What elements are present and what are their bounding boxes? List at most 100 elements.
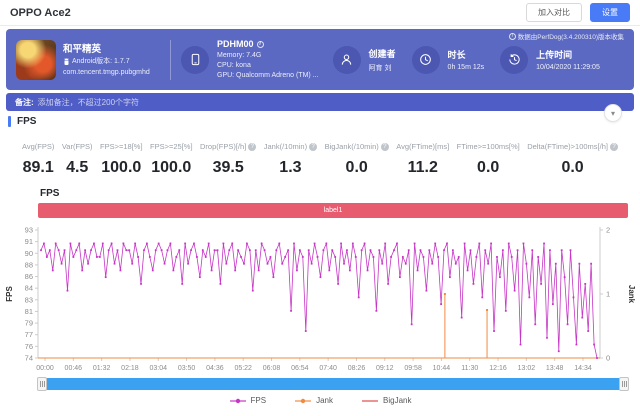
device-cpu: CPU: kona xyxy=(217,61,251,69)
svg-text:12:16: 12:16 xyxy=(489,365,507,372)
svg-text:13:02: 13:02 xyxy=(518,365,536,372)
remark-input[interactable]: 备注: 添加备注，不超过200个字符 xyxy=(6,93,634,111)
stat-info-icon[interactable]: ? xyxy=(248,142,257,151)
settings-button[interactable]: 设置 xyxy=(590,3,630,22)
stat-bigjank-10min-: BigJank(/10min)? 0.0 xyxy=(325,142,389,177)
svg-text:03:04: 03:04 xyxy=(149,365,167,372)
svg-text:0: 0 xyxy=(606,354,610,363)
device-block: PDHM00 i Memory: 7.4G CPU: kona GPU: Qua… xyxy=(181,38,319,81)
scrollbar-right-handle[interactable] xyxy=(619,377,629,391)
legend-marker-icon xyxy=(295,398,312,403)
stat-value: 0.0 xyxy=(345,159,368,176)
duration-value: 0h 15m 12s xyxy=(447,64,485,71)
game-icon xyxy=(16,39,56,80)
svg-text:06:54: 06:54 xyxy=(291,365,309,372)
svg-text:Jank: Jank xyxy=(627,285,636,304)
page-title: OPPO Ace2 xyxy=(10,6,71,19)
svg-text:09:12: 09:12 xyxy=(376,365,394,372)
svg-text:81: 81 xyxy=(25,307,33,316)
chart-scrollbar[interactable] xyxy=(37,377,629,391)
svg-text:02:18: 02:18 xyxy=(121,365,139,372)
svg-text:05:22: 05:22 xyxy=(234,365,252,372)
svg-text:04:36: 04:36 xyxy=(206,365,224,372)
stat-value: 39.5 xyxy=(212,159,244,176)
section-title: FPS xyxy=(17,116,37,127)
stat-value: 100.0 xyxy=(151,159,192,176)
stat-drop-fps-h-: Drop(FPS)[/h]? 39.5 xyxy=(200,142,257,177)
svg-text:FPS: FPS xyxy=(5,286,14,302)
stat-info-icon[interactable]: ? xyxy=(380,142,389,151)
svg-text:11:30: 11:30 xyxy=(461,365,478,372)
top-bar: OPPO Ace2 加入对比 设置 xyxy=(0,0,640,26)
remark-label: 备注: xyxy=(15,97,34,107)
history-clock-icon xyxy=(508,54,520,65)
svg-text:00:00: 00:00 xyxy=(36,365,54,372)
svg-text:08:26: 08:26 xyxy=(348,365,366,372)
svg-text:14:34: 14:34 xyxy=(574,365,592,372)
svg-text:74: 74 xyxy=(25,354,33,363)
fps-chart-plot[interactable]: 93 91 90 88 86 84 83 81 79 77 76 74 2 1 0 00:00 00:46 01:… xyxy=(0,224,640,376)
stat-info-icon[interactable]: ? xyxy=(309,142,318,151)
svg-text:84: 84 xyxy=(25,284,33,293)
compare-button[interactable]: 加入对比 xyxy=(526,3,582,22)
stat-value: 1.3 xyxy=(279,159,302,176)
legend-item-jank[interactable]: Jank xyxy=(294,396,333,405)
stat-jank-10min-: Jank(/10min)? 1.3 xyxy=(264,142,318,177)
clock-icon xyxy=(420,54,431,65)
upload-time-label: 上传时间 xyxy=(536,50,573,60)
drag-handle-icon xyxy=(621,381,627,387)
collector-note: i 数据由PerfDog(3.4.200310)版本收集 xyxy=(508,31,624,41)
stat-info-icon[interactable]: ? xyxy=(609,142,618,151)
svg-text:76: 76 xyxy=(25,342,33,351)
app-version-line: Android版本: 1.7.7 xyxy=(63,57,150,68)
chart-legend: FPS Jank BigJank xyxy=(0,396,640,405)
device-model: PDHM00 i xyxy=(217,38,319,51)
stat-value: 89.1 xyxy=(22,159,54,176)
app-package: com.tencent.tmgp.pubgmhd xyxy=(63,68,150,76)
stat-avg-ftime-ms-: Avg(FTime)[ms] 11.2 xyxy=(396,142,450,176)
upload-time-value: 10/04/2020 11:29:05 xyxy=(536,64,600,71)
stat-var-fps-: Var(FPS) 4.5 xyxy=(61,142,93,176)
stat-avg-fps-: Avg(FPS) 89.1 xyxy=(22,142,55,176)
stat-fps-25-: FPS>=25[%] 100.0 xyxy=(150,142,193,176)
app-block: 和平精英 Android版本: 1.7.7 com.tencent.tmgp.p… xyxy=(16,39,168,80)
stat-ftime-100ms-: FTime>=100ms[%] 0.0 xyxy=(456,142,520,176)
svg-text:91: 91 xyxy=(25,237,33,246)
fps-section-header: FPS xyxy=(8,116,36,127)
svg-text:09:58: 09:58 xyxy=(404,365,422,372)
stat-value: 100.0 xyxy=(101,159,142,176)
chart-label-banner: label1 xyxy=(38,203,628,218)
creator-block: 创建者 阿育 刘 xyxy=(332,45,396,74)
svg-text:79: 79 xyxy=(25,319,33,328)
legend-item-fps[interactable]: FPS xyxy=(229,396,266,405)
chevron-down-icon: ▾ xyxy=(610,108,615,118)
upload-time-block: 上传时间 10/04/2020 11:29:05 xyxy=(500,45,600,74)
legend-marker-icon xyxy=(229,398,246,403)
creator-label: 创建者 xyxy=(368,48,396,59)
legend-item-bigjank[interactable]: BigJank xyxy=(361,396,411,405)
scrollbar-left-handle[interactable] xyxy=(37,377,47,391)
svg-text:00:46: 00:46 xyxy=(65,365,83,372)
remark-placeholder: 添加备注，不超过200个字符 xyxy=(37,97,140,107)
collector-note-text: 数据由PerfDog(3.4.200310)版本收集 xyxy=(517,34,624,41)
stat-fps-18-: FPS>=18[%] 100.0 xyxy=(100,142,143,176)
svg-text:90: 90 xyxy=(25,249,33,258)
svg-text:2: 2 xyxy=(606,226,610,235)
android-icon xyxy=(64,58,69,66)
session-header: i 数据由PerfDog(3.4.200310)版本收集 和平精英 Androi… xyxy=(6,29,634,90)
stat-value: 11.2 xyxy=(407,159,438,176)
section-accent-bar xyxy=(8,116,11,127)
header-divider xyxy=(170,39,171,80)
drag-handle-icon xyxy=(39,381,45,387)
legend-marker-icon xyxy=(362,399,378,402)
user-icon xyxy=(341,54,352,65)
device-memory: Memory: 7.4G xyxy=(217,51,262,59)
svg-text:03:50: 03:50 xyxy=(178,365,196,372)
device-info-icon[interactable]: i xyxy=(256,41,264,48)
duration-label: 时长 xyxy=(447,50,466,60)
svg-text:93: 93 xyxy=(25,226,33,235)
collapse-section-button[interactable]: ▾ xyxy=(604,104,622,122)
stat-delta-ftime-100ms-h-: Delta(FTime)>100ms[/h]? 0.0 xyxy=(527,142,618,177)
chart-title: FPS xyxy=(40,188,60,199)
